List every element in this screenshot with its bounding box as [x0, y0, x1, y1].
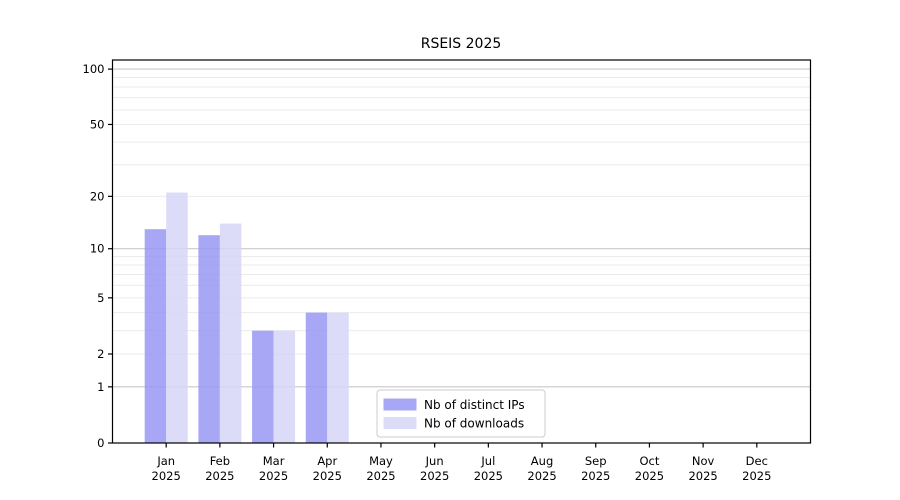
x-tick-label: Aug 2025 — [527, 454, 556, 483]
legend-swatch — [383, 398, 417, 411]
chart-title: RSEIS 2025 — [420, 36, 502, 52]
x-tick-label: Mar 2025 — [259, 454, 288, 483]
bar-distinct-ips — [144, 229, 167, 443]
x-tick-label: Oct 2025 — [635, 454, 664, 483]
legend-swatch — [383, 417, 417, 429]
legend-label: Nb of distinct IPs — [424, 398, 525, 412]
x-tick-label: Dec 2025 — [742, 454, 771, 483]
y-tick-label: 100 — [83, 62, 105, 76]
y-tick-label: 2 — [97, 347, 104, 361]
bar-downloads — [327, 312, 349, 443]
x-tick-label: May 2025 — [366, 454, 395, 483]
x-tick-label: Jun 2025 — [420, 454, 449, 483]
x-tick-label: Apr 2025 — [313, 454, 342, 483]
bar-distinct-ips — [198, 235, 220, 443]
y-tick-label: 10 — [90, 242, 105, 256]
x-tick-label: Feb 2025 — [205, 454, 234, 483]
bar-downloads — [219, 223, 242, 443]
y-tick-label: 0 — [97, 436, 104, 450]
plot-frame — [111, 59, 812, 444]
y-tick-label: 1 — [97, 380, 104, 394]
y-tick-label: 50 — [90, 117, 105, 131]
bar-downloads — [273, 330, 296, 443]
bar-distinct-ips — [252, 330, 274, 443]
x-tick-label: Jul 2025 — [474, 454, 503, 483]
legend-box — [376, 389, 546, 438]
bar-downloads — [166, 192, 188, 443]
y-tick-label: 5 — [97, 291, 104, 305]
x-tick-label: Nov 2025 — [688, 454, 717, 483]
y-tick-label: 20 — [90, 189, 105, 203]
x-tick-label: Jan 2025 — [152, 454, 181, 483]
legend-label: Nb of downloads — [424, 417, 524, 431]
legend: Nb of distinct IPs Nb of downloads — [376, 389, 546, 438]
bar-distinct-ips — [305, 312, 328, 443]
x-tick-label: Sep 2025 — [581, 454, 610, 483]
